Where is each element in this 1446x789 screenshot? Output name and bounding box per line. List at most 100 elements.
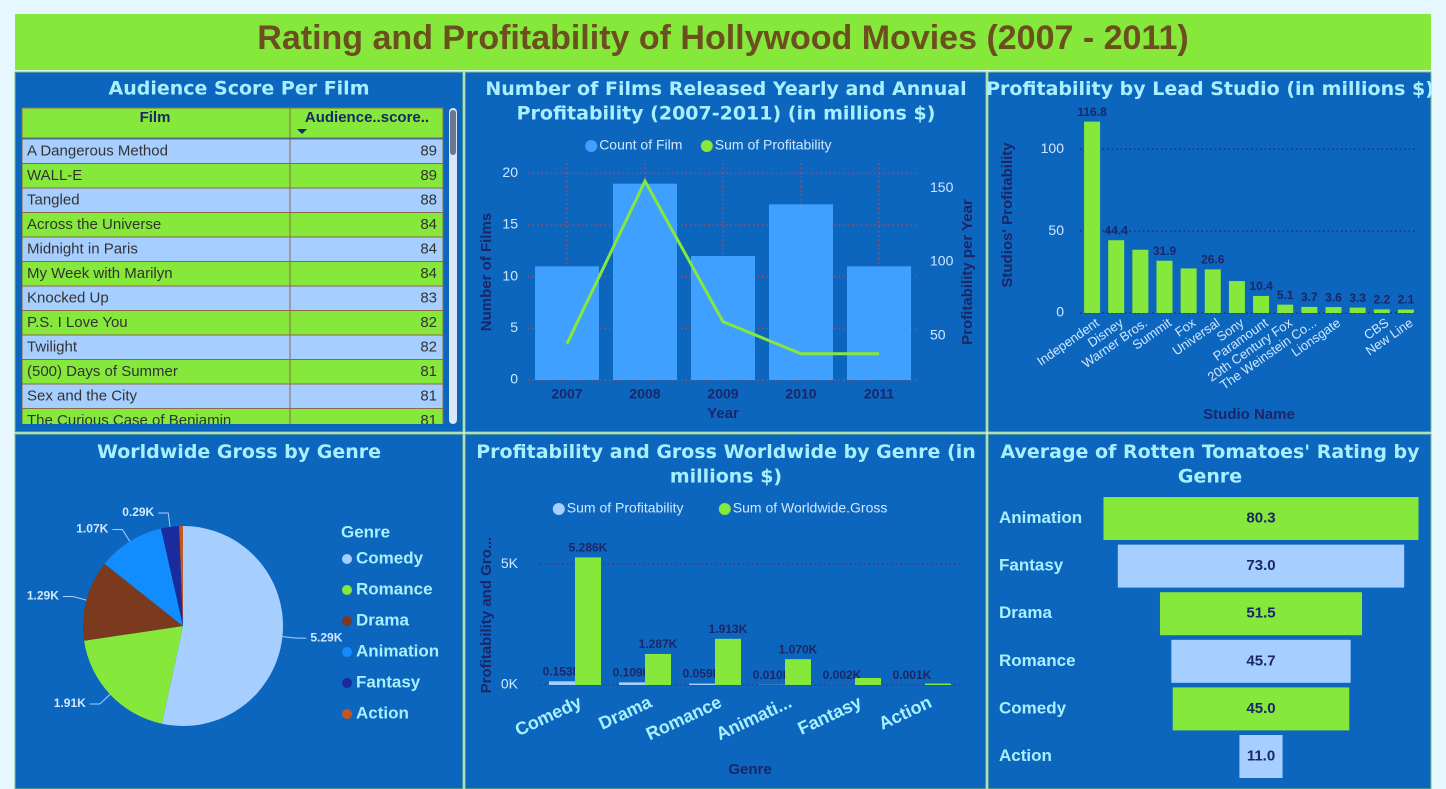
y-tick-label: 5K	[501, 555, 519, 571]
row-cell	[22, 261, 291, 287]
x-tick-label: 2007	[551, 386, 582, 402]
data-label: 0.109K	[613, 666, 652, 680]
legend-marker	[342, 678, 352, 688]
legend-label: Animation	[356, 641, 439, 660]
bar	[1180, 268, 1197, 313]
film-name: Midnight in Paris	[27, 240, 138, 257]
funnel-bar	[1239, 735, 1283, 778]
data-label: 0.29K	[122, 505, 154, 519]
legend-label: Count of Film	[599, 137, 682, 153]
title-line: millions $)	[670, 465, 782, 487]
legend-label: Romance	[356, 579, 433, 598]
bar	[1373, 309, 1390, 313]
y-axis-label: Studios' Profitability	[999, 142, 1016, 288]
data-label: 0.002K	[823, 668, 862, 682]
row-cell	[289, 261, 444, 287]
category-label: Fantasy	[999, 556, 1064, 575]
data-label: 0.059K	[683, 667, 722, 681]
panel	[464, 433, 987, 789]
data-label: 1.29K	[27, 589, 59, 603]
y-tick-label: 100	[1041, 140, 1065, 156]
legend-marker	[585, 140, 598, 152]
column-header: Audience..score..	[305, 109, 429, 126]
legend-label: Fantasy	[356, 672, 421, 691]
data-label: 0.153K	[543, 664, 582, 678]
row-cell	[22, 187, 291, 213]
x-tick-label: 2010	[785, 386, 816, 402]
data-label: 73.0	[1246, 557, 1275, 574]
x-tick-label: 2009	[707, 386, 738, 402]
funnel-bar	[1171, 639, 1351, 683]
legend-marker	[552, 503, 565, 515]
row-cell	[22, 236, 291, 262]
data-label: 11.0	[1247, 747, 1275, 764]
data-label: 51.5	[1246, 605, 1275, 622]
legend-marker	[342, 616, 352, 626]
category-label: Comedy	[999, 698, 1067, 717]
pie-slice	[84, 626, 183, 724]
bar	[1084, 121, 1101, 313]
bar	[769, 204, 833, 380]
bar	[847, 266, 911, 380]
y-tick-label: 0	[1056, 304, 1064, 320]
row-cell	[289, 334, 444, 360]
audience-score: 81	[420, 387, 437, 404]
film-name: Across the Universe	[27, 216, 161, 233]
category-label: Animation	[999, 508, 1082, 527]
legend-marker	[342, 709, 352, 719]
scrollbar-thumb[interactable]	[450, 110, 456, 155]
data-label: 5.29K	[310, 630, 342, 644]
data-label: 45.0	[1246, 700, 1275, 717]
pie-slice	[161, 526, 284, 726]
chart-title: Profitability and Gross Worldwide by Gen…	[476, 441, 976, 488]
data-label: 44.4	[1105, 223, 1129, 237]
row-cell	[289, 285, 444, 311]
bar	[1349, 307, 1366, 313]
bar	[1277, 304, 1294, 313]
bar	[715, 638, 741, 685]
row-cell	[289, 212, 444, 238]
legend-label: Sum of Worldwide.Gross	[733, 500, 888, 516]
data-label: 116.8	[1077, 105, 1107, 119]
bar	[1108, 240, 1125, 313]
row-cell	[289, 236, 444, 262]
legend-marker	[342, 585, 352, 595]
film-name: A Dangerous Method	[27, 142, 168, 159]
bar	[1301, 306, 1318, 313]
y-axis-label: Number of Films	[478, 213, 495, 331]
chart-title: Average of Rotten Tomatoes' Rating by Gen…	[1000, 441, 1420, 488]
data-label: 31.9	[1153, 244, 1177, 258]
legend-marker	[718, 503, 731, 515]
data-label: 0.010K	[753, 668, 792, 682]
data-label: 26.6	[1201, 253, 1225, 267]
title-line: Genre	[1178, 465, 1242, 487]
scrollbar[interactable]	[449, 108, 457, 424]
bar	[785, 659, 811, 685]
data-label: 1.07K	[76, 522, 108, 536]
audience-score: 88	[420, 191, 437, 208]
legend-marker	[342, 554, 352, 564]
y-tick-label: 0K	[501, 676, 519, 692]
audience-score: 81	[420, 412, 437, 429]
data-label: 3.7	[1301, 290, 1318, 304]
bar	[619, 682, 645, 685]
data-label: 10.4	[1249, 279, 1273, 293]
data-label: 0.001K	[893, 668, 932, 682]
table-title: Audience Score Per Film	[109, 78, 370, 100]
bar	[1253, 295, 1270, 313]
y-tick-label: 20	[502, 164, 518, 180]
legend-label: Action	[356, 703, 409, 722]
data-label: 3.3	[1349, 291, 1366, 305]
data-label: 1.913K	[709, 622, 748, 636]
audience-score: 89	[420, 167, 437, 184]
row-cell	[22, 383, 291, 409]
row-cell	[22, 285, 291, 311]
audience-score: 84	[420, 265, 437, 282]
bar	[689, 683, 715, 685]
sort-indicator	[297, 129, 307, 134]
y2-tick-label: 150	[930, 179, 954, 195]
title-line: Profitability (2007-2011) (in millions $…	[517, 102, 936, 124]
header-cell	[289, 107, 444, 139]
legend-label: Sum of Profitability	[715, 137, 832, 153]
